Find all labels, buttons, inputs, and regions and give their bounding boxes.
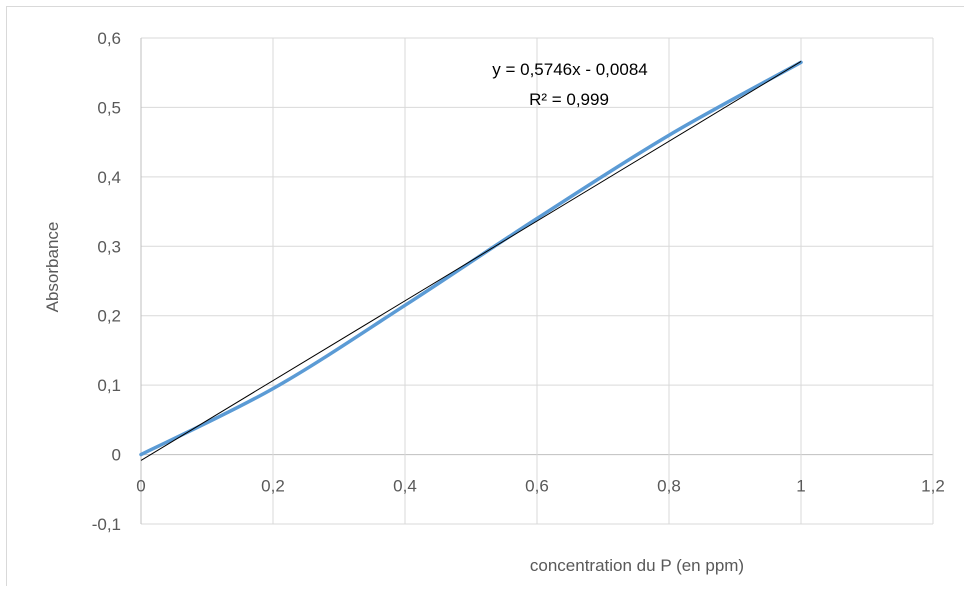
x-tick-label: 1,2 — [921, 477, 945, 496]
x-tick-label: 0,2 — [261, 477, 285, 496]
y-tick-label: 0,1 — [97, 376, 121, 395]
series-layer — [139, 60, 803, 457]
y-tick-label: 0,6 — [97, 29, 121, 48]
trendline — [140, 61, 802, 461]
y-tick-labels: -0,1 0 0,1 0,2 0,3 0,4 0,5 0,6 — [92, 29, 121, 534]
chart-frame — [6, 6, 964, 586]
y-tick-label: -0,1 — [92, 515, 121, 534]
x-tick-labels: 0 0,2 0,4 0,6 0,8 1 1,2 — [136, 477, 945, 496]
trendline-equation: y = 0,5746x - 0,0084 — [492, 60, 647, 79]
y-tick-label: 0,5 — [97, 98, 121, 117]
series-line — [139, 60, 803, 457]
y-tick-label: 0,4 — [97, 168, 121, 187]
y-tick-label: 0,3 — [97, 237, 121, 256]
trendline-layer — [140, 61, 802, 461]
x-tick-label: 0,6 — [525, 477, 549, 496]
grid — [140, 37, 934, 525]
x-tick-label: 0 — [136, 477, 145, 496]
x-tick-label: 1 — [796, 477, 805, 496]
x-axis-label: concentration du P (en ppm) — [530, 556, 744, 575]
trendline-r-squared: R² = 0,999 — [529, 90, 609, 109]
y-tick-label: 0 — [112, 446, 121, 465]
y-tick-label: 0,2 — [97, 307, 121, 326]
x-tick-label: 0,4 — [393, 477, 417, 496]
x-tick-label: 0,8 — [657, 477, 681, 496]
y-axis-label: Absorbance — [43, 222, 62, 313]
